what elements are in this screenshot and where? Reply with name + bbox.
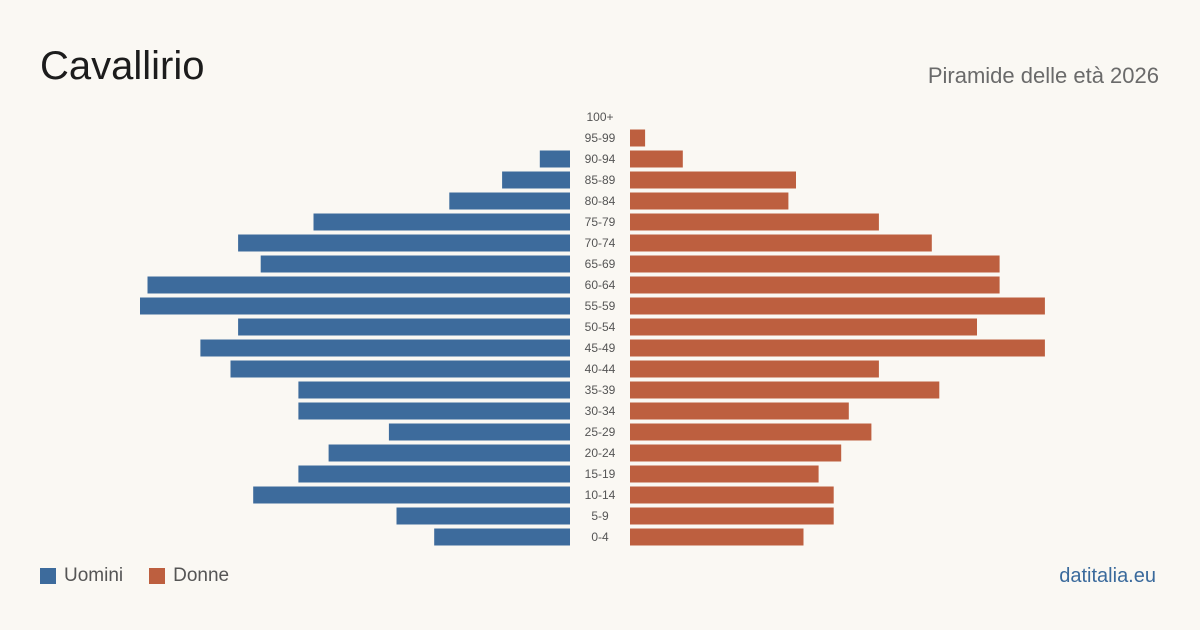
legend-swatch-women [149,568,166,584]
age-label-20-24: 20-24 [585,446,616,460]
bar-men-20-24 [328,444,570,462]
age-label-100+: 100+ [586,110,613,124]
source-credit: datitalia.eu [1059,565,1156,587]
bar-women-55-59 [630,297,1045,315]
chart-title: Cavallirio [40,44,205,88]
bar-men-85-89 [502,171,570,189]
age-label-65-69: 65-69 [585,257,616,271]
age-label-45-49: 45-49 [585,341,616,355]
bar-women-85-89 [630,171,796,189]
legend: Uomini Donne [40,564,255,588]
bar-men-10-14 [253,486,570,504]
bar-women-15-19 [630,465,819,483]
bar-men-25-29 [388,423,570,441]
bar-women-30-34 [630,402,849,420]
bar-women-20-24 [630,444,842,462]
bar-women-90-94 [630,150,683,168]
bar-women-80-84 [630,192,789,210]
bar-men-70-74 [238,234,570,252]
bar-men-5-9 [396,507,570,525]
bar-women-0-4 [630,528,804,546]
chart-subtitle: Piramide delle età 2026 [927,63,1159,88]
bar-men-75-79 [313,213,570,231]
legend-item-women: Donne [149,564,229,588]
bar-men-65-69 [260,255,570,273]
age-label-85-89: 85-89 [585,173,616,187]
age-label-80-84: 80-84 [585,194,616,208]
bar-women-95-99 [630,129,646,147]
age-label-95-99: 95-99 [585,131,616,145]
bar-women-75-79 [630,213,879,231]
age-label-70-74: 70-74 [585,236,616,250]
legend-item-men: Uomini [40,564,123,588]
bar-women-70-74 [630,234,932,252]
age-label-75-79: 75-79 [585,215,616,229]
age-label-90-94: 90-94 [585,152,616,166]
bar-men-90-94 [539,150,570,168]
bar-women-45-49 [630,339,1045,357]
age-label-10-14: 10-14 [585,488,616,502]
age-label-55-59: 55-59 [585,299,616,313]
bar-men-30-34 [298,402,570,420]
age-label-5-9: 5-9 [591,509,609,523]
bar-women-65-69 [630,255,1000,273]
age-label-30-34: 30-34 [585,404,616,418]
bar-women-60-64 [630,276,1000,294]
bar-women-35-39 [630,381,940,399]
bar-men-35-39 [298,381,570,399]
bar-women-10-14 [630,486,834,504]
bar-men-50-54 [238,318,570,336]
bar-women-40-44 [630,360,879,378]
legend-label-women: Donne [173,565,230,586]
bar-men-0-4 [434,528,570,546]
age-label-0-4: 0-4 [591,530,609,544]
age-label-15-19: 15-19 [585,467,616,481]
age-label-50-54: 50-54 [585,320,616,334]
bar-men-45-49 [200,339,570,357]
bar-men-80-84 [449,192,570,210]
bar-women-25-29 [630,423,872,441]
legend-swatch-men [40,568,56,584]
age-label-35-39: 35-39 [585,383,616,397]
age-label-40-44: 40-44 [585,362,616,376]
bar-men-15-19 [298,465,570,483]
bar-women-50-54 [630,318,977,336]
age-label-25-29: 25-29 [585,425,616,439]
age-label-60-64: 60-64 [585,278,616,292]
bar-men-55-59 [140,297,570,315]
legend-label-men: Uomini [64,565,124,586]
bar-men-40-44 [230,360,570,378]
bar-men-60-64 [147,276,570,294]
bar-women-5-9 [630,507,834,525]
